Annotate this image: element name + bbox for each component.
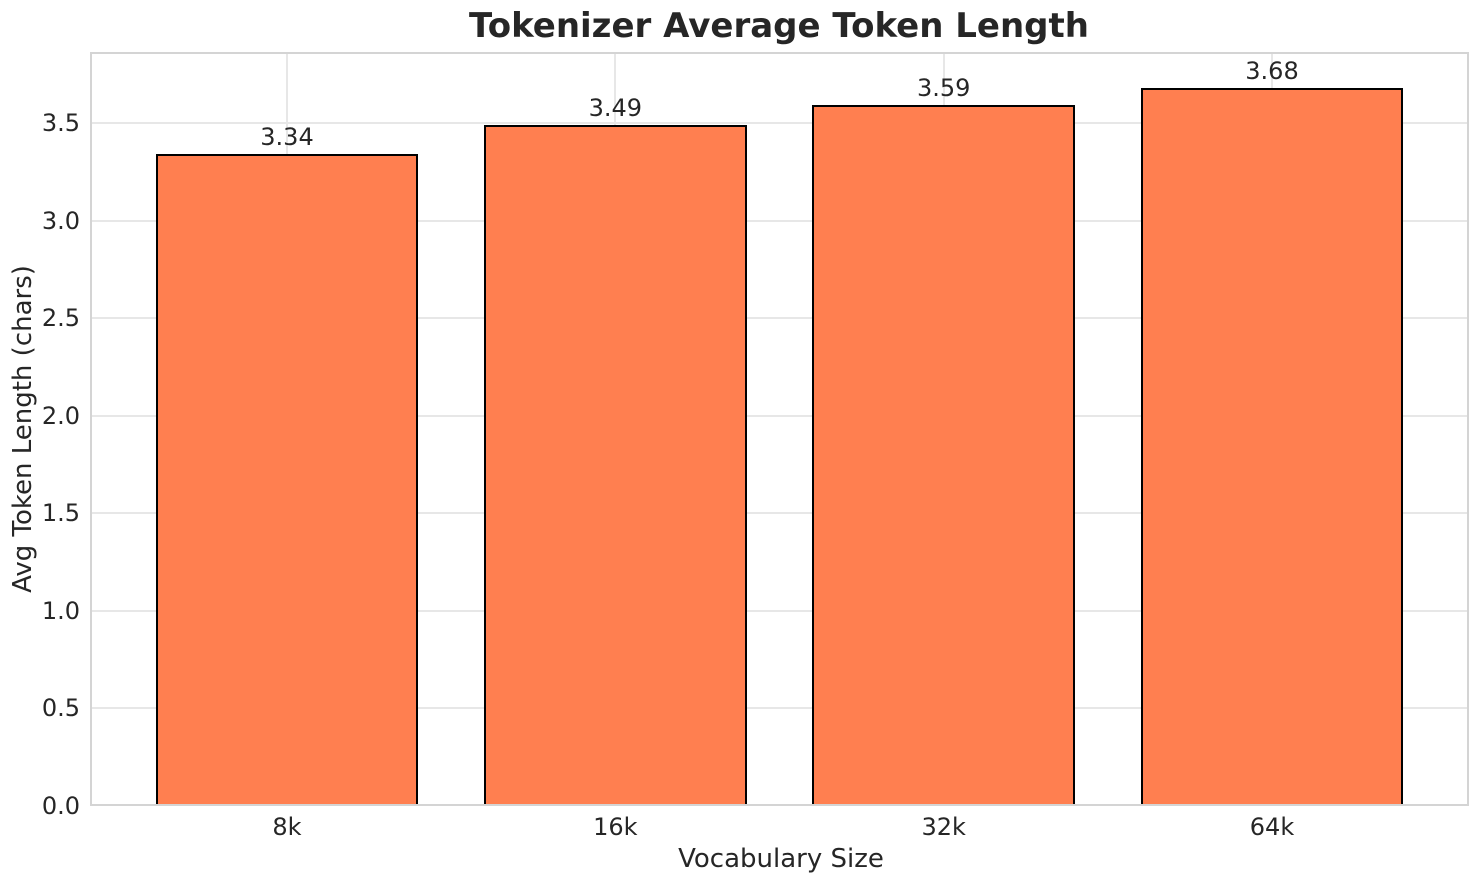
- y-gridline: [90, 707, 1469, 710]
- y-tick-label: 1.0: [41, 596, 80, 625]
- bar: [155, 154, 419, 806]
- y-tick-label: 0.0: [41, 792, 80, 820]
- y-gridline: [90, 414, 1469, 417]
- y-tick-label: 1.5: [41, 499, 80, 528]
- bar: [484, 124, 747, 806]
- y-tick-label: 3.5: [41, 109, 80, 138]
- x-tick-label: 16k: [593, 813, 638, 841]
- x-tick-label: 64k: [1249, 813, 1295, 841]
- x-tick-label: 8k: [272, 813, 302, 841]
- y-gridline: [90, 122, 1469, 125]
- bar: [812, 105, 1075, 806]
- chart-title: Tokenizer Average Token Length: [469, 6, 1089, 46]
- y-tick-label: 2.5: [41, 304, 80, 333]
- bar-value-label: 3.59: [916, 74, 971, 103]
- bar-value-label: 3.49: [588, 93, 643, 122]
- bar-value-label: 3.68: [1245, 56, 1299, 85]
- y-gridline: [90, 609, 1469, 612]
- y-tick-label: 3.0: [41, 206, 80, 235]
- y-gridline: [90, 317, 1469, 320]
- y-gridline: [90, 512, 1469, 515]
- bar-value-label: 3.34: [260, 123, 314, 152]
- x-axis-label: Vocabulary Size: [678, 844, 884, 874]
- bar: [1140, 87, 1404, 806]
- y-tick-label: 0.5: [41, 694, 80, 723]
- y-gridline: [90, 219, 1469, 222]
- x-tick-label: 32k: [921, 813, 966, 841]
- y-tick-label: 2.0: [41, 401, 80, 430]
